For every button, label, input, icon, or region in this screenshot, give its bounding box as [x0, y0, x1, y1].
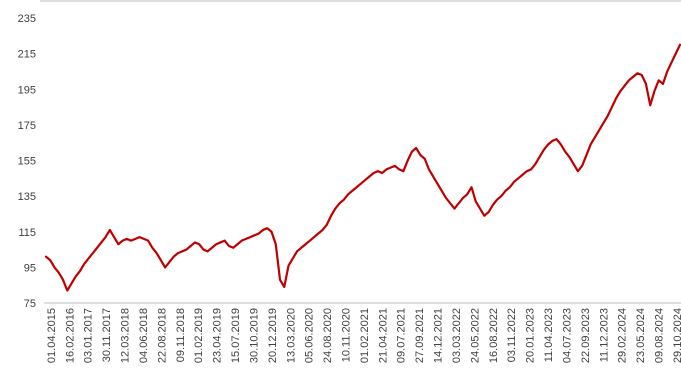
y-tick-label: 95 [24, 262, 36, 274]
x-tick-label: 11.12.2023 [598, 308, 610, 362]
x-tick-label: 14.12.2021 [433, 308, 445, 363]
x-tick-label: 20.12.2019 [267, 308, 279, 363]
x-tick-label: 11.04.2023 [543, 308, 555, 362]
x-tick-label: 22.09.2023 [580, 308, 592, 363]
x-tick-label: 09.11.2018 [175, 308, 187, 362]
x-tick-label: 09.07.2021 [396, 308, 408, 363]
series-line [44, 43, 681, 292]
x-tick-label: 29.02.2024 [617, 308, 629, 363]
x-tick-label: 22.08.2018 [156, 308, 168, 363]
x-tick-label: 15.07.2019 [230, 308, 242, 363]
y-tick-label: 115 [18, 227, 36, 239]
y-tick-label: 75 [24, 298, 36, 310]
x-tick-label: 30.11.2017 [101, 308, 113, 362]
x-tick-label: 03.11.2022 [506, 308, 518, 362]
x-tick-label: 16.02.2016 [64, 308, 76, 363]
x-tick-label: 03.01.2017 [83, 308, 95, 363]
x-axis-ticks: 01.04.2015 16.02.2016 03.01.2017 30.11.2017… [46, 308, 681, 363]
x-tick-label: 09.08.2024 [653, 308, 665, 363]
x-tick-label: 05.06.2020 [304, 308, 316, 363]
y-tick-label: 195 [18, 84, 36, 96]
x-tick-label: 27.09.2021 [414, 308, 426, 363]
y-tick-label: 135 [18, 191, 36, 203]
x-tick-label: 04.07.2023 [561, 308, 573, 363]
y-tick-label: 175 [18, 120, 36, 132]
x-tick-label: 01.04.2015 [46, 308, 58, 363]
x-tick-label: 01.02.2019 [193, 308, 205, 363]
x-tick-label: 24.05.2022 [469, 308, 481, 363]
x-tick-label: 24.08.2020 [322, 308, 334, 363]
y-tick-label: 155 [18, 156, 36, 168]
x-tick-label: 30.10.2019 [248, 308, 260, 363]
x-tick-label: 29.10.2024 [672, 308, 681, 363]
x-tick-label: 20.01.2023 [525, 308, 537, 363]
x-tick-label: 23.05.2024 [635, 308, 647, 363]
x-tick-label: 04.06.2018 [138, 308, 150, 363]
y-tick-label: 235 [18, 13, 36, 25]
x-tick-label: 13.03.2020 [285, 308, 297, 363]
x-tick-label: 01.02.2021 [359, 308, 371, 363]
x-tick-label: 12.03.2018 [120, 308, 132, 363]
x-tick-label: 16.08.2022 [488, 308, 500, 363]
y-axis: 75 95 115 135 155 175 195 215 235 [18, 13, 36, 310]
y-tick-label: 215 [18, 49, 36, 61]
x-tick-label: 23.04.2019 [212, 308, 224, 363]
x-tick-label: 21.04.2021 [377, 308, 389, 363]
x-tick-label: 10.11.2020 [340, 308, 352, 362]
x-tick-label: 03.03.2022 [451, 308, 463, 363]
